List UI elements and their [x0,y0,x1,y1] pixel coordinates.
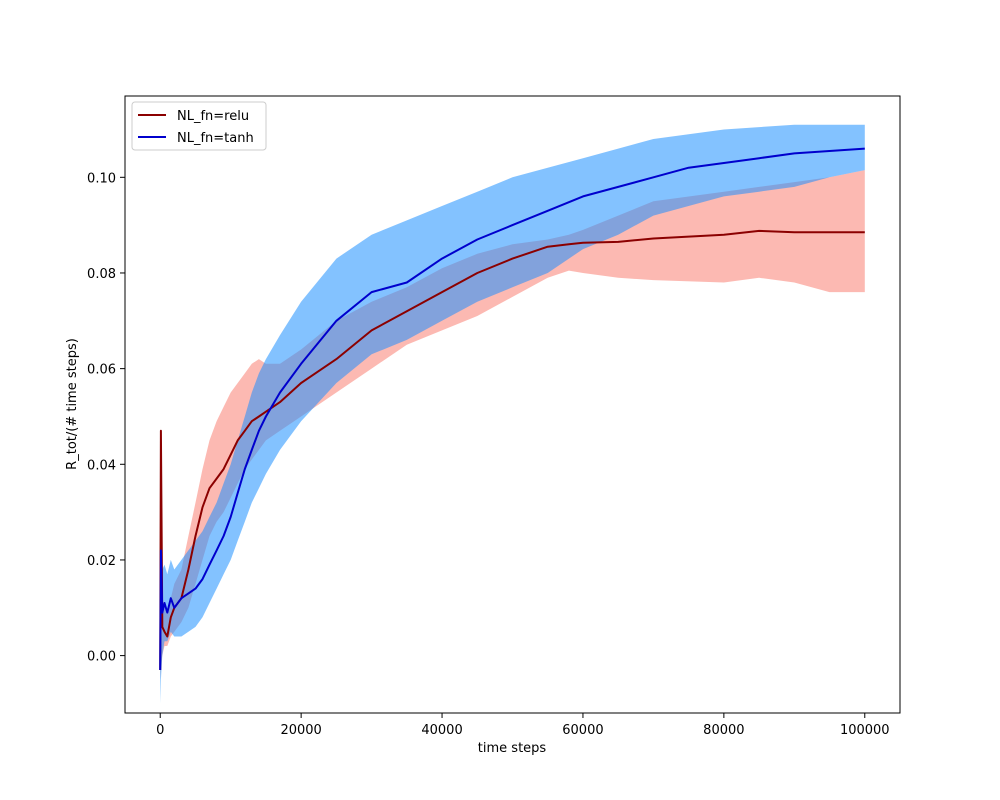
y-tick-label: 0.10 [87,171,116,186]
y-tick-label: 0.00 [87,650,116,665]
x-tick-label: 20000 [280,723,321,738]
legend-label-relu: NL_fn=relu [177,109,249,124]
series-line-tanh [159,147,865,671]
x-tick-label: 80000 [703,723,744,738]
x-tick-label: 100000 [840,723,890,738]
y-tick-label: 0.04 [87,458,116,473]
x-tick-label: 0 [156,723,164,738]
x-axis-ticks: 0 20000 40000 60000 80000 100000 [156,713,890,738]
band-tanh [160,124,865,704]
y-tick-label: 0.06 [87,363,116,378]
y-axis-label: R_tot/(# time steps) [65,338,80,470]
legend-label-tanh: NL_fn=tanh [177,131,254,146]
y-tick-label: 0.02 [87,554,116,569]
x-tick-label: 60000 [562,723,603,738]
confidence-bands [160,124,865,704]
x-tick-label: 40000 [421,723,462,738]
legend: NL_fn=relu NL_fn=tanh [131,101,267,151]
x-axis-label: time steps [478,741,547,756]
series-lines [159,147,865,671]
y-axis-ticks: 0.00 0.02 0.04 0.06 0.08 0.10 [87,171,125,665]
plot-frame [124,95,901,714]
y-tick-label: 0.08 [87,267,116,282]
